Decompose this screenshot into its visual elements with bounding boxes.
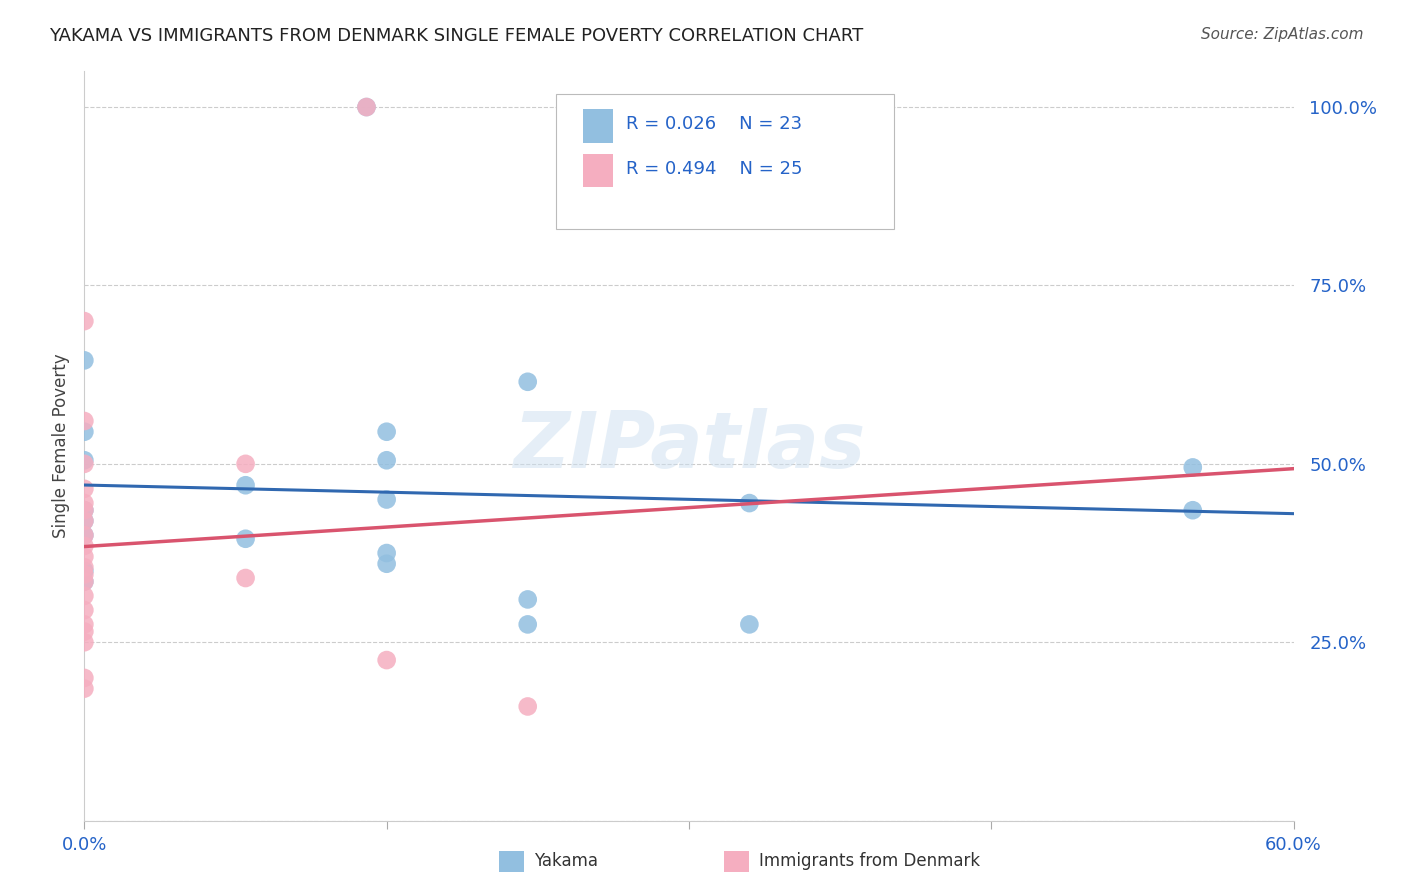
Point <box>516 617 538 632</box>
Point <box>516 592 538 607</box>
Point <box>73 425 96 439</box>
Point <box>235 457 257 471</box>
Point <box>235 571 257 585</box>
Point <box>73 635 96 649</box>
Point <box>73 496 96 510</box>
Point <box>73 482 96 496</box>
Point <box>73 549 96 564</box>
Point <box>375 492 398 507</box>
Point <box>73 574 96 589</box>
Point <box>73 353 96 368</box>
Point <box>73 574 96 589</box>
Y-axis label: Single Female Poverty: Single Female Poverty <box>52 354 70 538</box>
Text: Source: ZipAtlas.com: Source: ZipAtlas.com <box>1201 27 1364 42</box>
Point <box>73 564 96 578</box>
Point <box>73 414 96 428</box>
Text: Immigrants from Denmark: Immigrants from Denmark <box>759 852 980 870</box>
Point <box>375 557 398 571</box>
Bar <box>499 851 524 872</box>
Point <box>235 532 257 546</box>
Point <box>1181 460 1204 475</box>
Point <box>1181 503 1204 517</box>
Point <box>516 375 538 389</box>
Point <box>375 653 398 667</box>
Point <box>516 699 538 714</box>
Point <box>73 681 96 696</box>
Text: R = 0.026    N = 23: R = 0.026 N = 23 <box>626 115 803 133</box>
Text: YAKAMA VS IMMIGRANTS FROM DENMARK SINGLE FEMALE POVERTY CORRELATION CHART: YAKAMA VS IMMIGRANTS FROM DENMARK SINGLE… <box>49 27 863 45</box>
Text: ZIPatlas: ZIPatlas <box>513 408 865 484</box>
Point <box>73 624 96 639</box>
Point <box>73 528 96 542</box>
Text: Yakama: Yakama <box>534 852 599 870</box>
Point <box>73 671 96 685</box>
Point <box>73 567 96 582</box>
Point <box>73 457 96 471</box>
Bar <box>582 109 613 143</box>
Point <box>73 603 96 617</box>
Point <box>73 503 96 517</box>
Point <box>375 453 398 467</box>
Point <box>356 100 378 114</box>
Point <box>73 514 96 528</box>
Point <box>73 589 96 603</box>
Point <box>356 100 378 114</box>
FancyBboxPatch shape <box>555 94 894 228</box>
Bar <box>582 153 613 187</box>
Point <box>73 453 96 467</box>
Point <box>73 314 96 328</box>
Point <box>375 546 398 560</box>
Text: R = 0.494    N = 25: R = 0.494 N = 25 <box>626 160 803 178</box>
Bar <box>724 851 749 872</box>
Point <box>73 528 96 542</box>
Point <box>235 478 257 492</box>
Point <box>73 617 96 632</box>
Point <box>73 514 96 528</box>
Point <box>738 617 761 632</box>
Point <box>375 425 398 439</box>
Point <box>73 539 96 553</box>
Point <box>73 503 96 517</box>
Point <box>73 560 96 574</box>
Point <box>738 496 761 510</box>
